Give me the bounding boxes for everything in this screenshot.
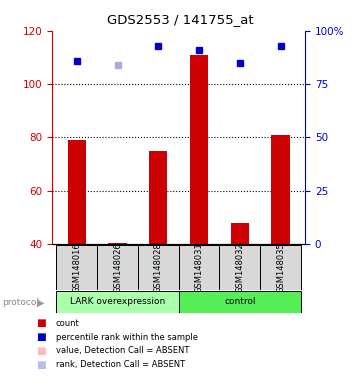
Bar: [179, 245, 219, 290]
Text: percentile rank within the sample: percentile rank within the sample: [56, 333, 198, 342]
Bar: [68, 140, 86, 244]
Bar: [179, 291, 301, 313]
Text: GSM148028: GSM148028: [154, 242, 163, 293]
Text: GSM148026: GSM148026: [113, 242, 122, 293]
Bar: [190, 55, 208, 244]
Text: ▶: ▶: [37, 298, 44, 308]
Text: control: control: [224, 297, 256, 306]
Text: GSM148016: GSM148016: [72, 242, 81, 293]
Bar: [56, 291, 179, 313]
Text: GSM148035: GSM148035: [276, 242, 285, 293]
Text: value, Detection Call = ABSENT: value, Detection Call = ABSENT: [56, 346, 189, 356]
Bar: [231, 222, 249, 244]
Text: ■: ■: [36, 346, 46, 356]
Text: protocol: protocol: [2, 298, 39, 308]
Bar: [219, 245, 260, 290]
Bar: [149, 151, 168, 244]
Text: ■: ■: [36, 360, 46, 370]
Text: ■: ■: [36, 332, 46, 342]
Bar: [108, 243, 127, 244]
Bar: [97, 245, 138, 290]
Bar: [271, 135, 290, 244]
Text: GSM148032: GSM148032: [235, 242, 244, 293]
Text: LARK overexpression: LARK overexpression: [70, 297, 165, 306]
Bar: [56, 245, 97, 290]
Bar: [260, 245, 301, 290]
Text: rank, Detection Call = ABSENT: rank, Detection Call = ABSENT: [56, 360, 185, 369]
Text: GDS2553 / 141755_at: GDS2553 / 141755_at: [107, 13, 254, 26]
Text: count: count: [56, 319, 80, 328]
Text: ■: ■: [36, 318, 46, 328]
Bar: [138, 245, 179, 290]
Text: GSM148031: GSM148031: [195, 242, 204, 293]
